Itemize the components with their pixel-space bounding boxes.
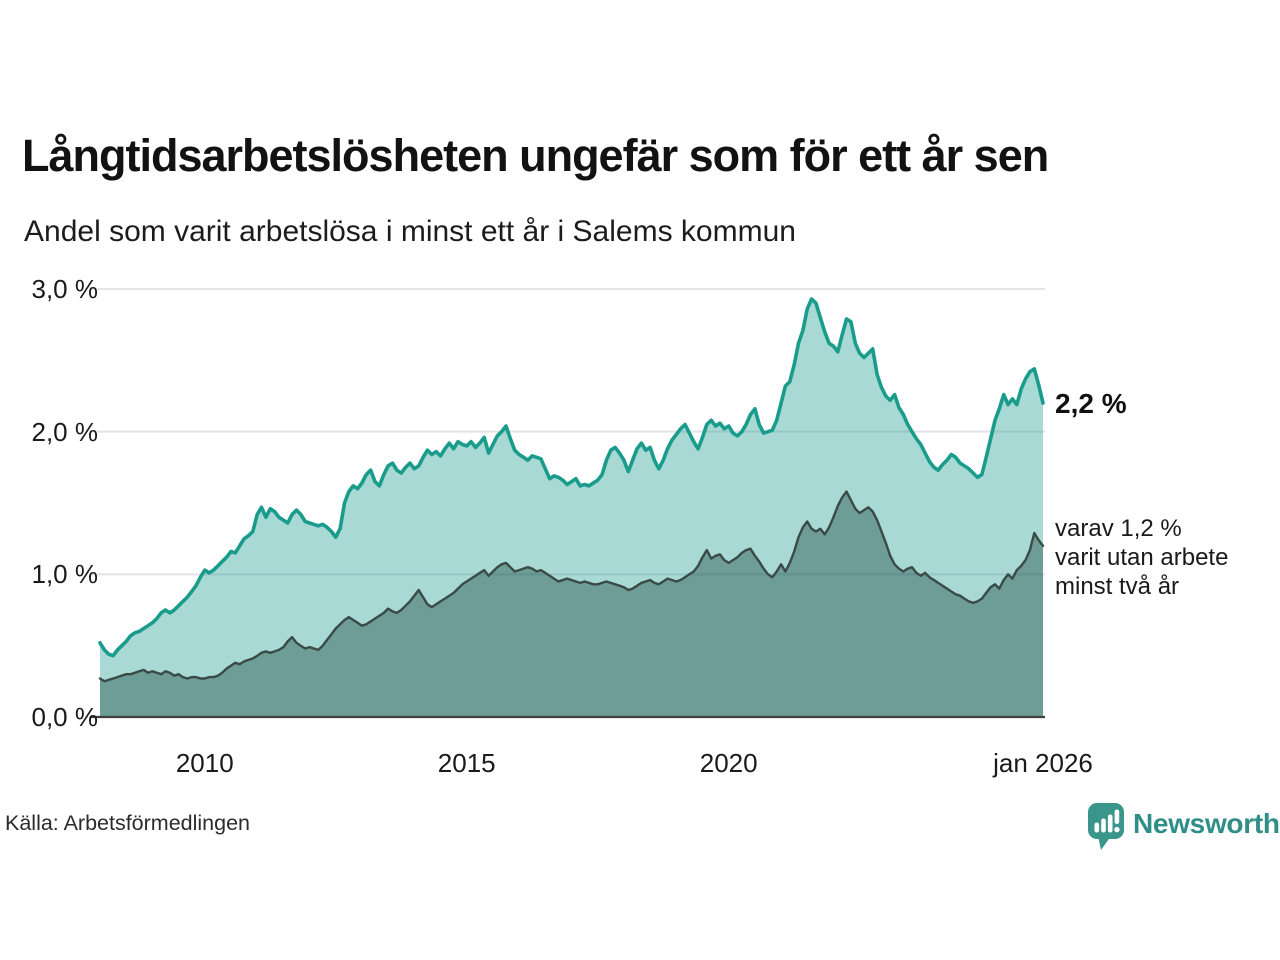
- y-tick-label: 2,0 %: [31, 416, 99, 447]
- x-tick-label: jan 2026: [993, 748, 1093, 778]
- two-year-note-line: varit utan arbete: [1055, 544, 1229, 571]
- newsworthy-logo-icon: [1088, 803, 1124, 850]
- y-tick-label: 0,0 %: [31, 702, 99, 732]
- gridlines: [90, 288, 1045, 576]
- latest-value-label: 2,2 %: [1055, 388, 1127, 419]
- x-tick-label: 2015: [437, 748, 496, 778]
- series-area-total: [100, 299, 1043, 717]
- series-area-two-years: [100, 491, 1043, 717]
- y-tick-label: 3,0 %: [31, 274, 99, 304]
- series-line-two-years: [98, 490, 1045, 683]
- x-tick-label: 2020: [699, 748, 758, 778]
- two-year-note-line: minst två år: [1055, 573, 1180, 600]
- two-year-note-line: varav 1,2 %: [1055, 515, 1182, 542]
- y-tick-label: 1,0 %: [31, 559, 99, 590]
- series-line-total: [98, 297, 1045, 658]
- page-subtitle: Andel som varit arbetslösa i minst ett å…: [24, 215, 796, 248]
- page-title: Långtidsarbetslösheten ungefär som för e…: [22, 130, 1049, 181]
- source-credit: Källa: Arbetsförmedlingen: [5, 811, 251, 835]
- newsworthy-brand: Newsworthy: [1086, 801, 1280, 853]
- two-year-note: varav 1,2 % varit utan arbete minst två …: [1055, 514, 1228, 601]
- newsworthy-wordmark: Newsworthy: [1133, 808, 1280, 839]
- x-tick-label: 2010: [175, 748, 234, 778]
